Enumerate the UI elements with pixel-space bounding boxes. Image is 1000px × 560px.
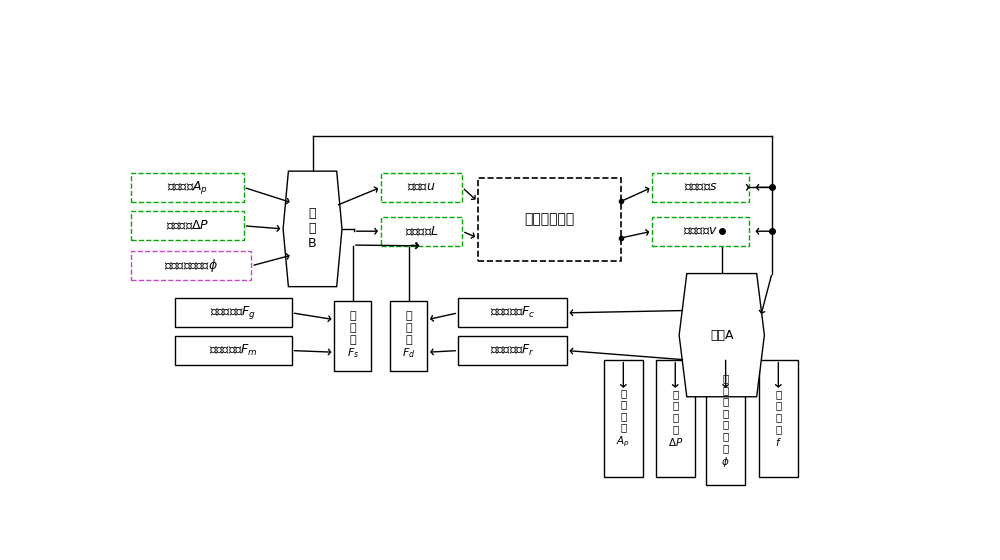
Text: 气体阻尼力$F_c$: 气体阻尼力$F_c$ xyxy=(490,305,535,320)
Text: 压力振幅$\Delta P$: 压力振幅$\Delta P$ xyxy=(166,219,209,232)
FancyBboxPatch shape xyxy=(652,217,749,246)
Text: 活塞速度$v$: 活塞速度$v$ xyxy=(683,225,718,237)
FancyBboxPatch shape xyxy=(175,336,292,365)
Polygon shape xyxy=(283,171,342,287)
FancyBboxPatch shape xyxy=(381,172,462,202)
Polygon shape xyxy=(679,273,764,396)
Text: 运
算
B: 运 算 B xyxy=(308,207,317,250)
FancyBboxPatch shape xyxy=(652,172,749,202)
FancyBboxPatch shape xyxy=(656,360,695,477)
Text: 工
作
频
率
$f$: 工 作 频 率 $f$ xyxy=(775,389,782,448)
FancyBboxPatch shape xyxy=(131,211,244,240)
FancyBboxPatch shape xyxy=(175,298,292,328)
Text: 机械弹簧力$F_m$: 机械弹簧力$F_m$ xyxy=(209,343,258,358)
FancyBboxPatch shape xyxy=(478,178,621,261)
FancyBboxPatch shape xyxy=(706,357,745,484)
FancyBboxPatch shape xyxy=(458,336,567,365)
FancyBboxPatch shape xyxy=(759,360,798,477)
Text: 机械阻尼力$F_r$: 机械阻尼力$F_r$ xyxy=(490,343,535,358)
FancyBboxPatch shape xyxy=(604,360,643,477)
Text: 活
塞
面
积
$A_p$: 活 塞 面 积 $A_p$ xyxy=(616,388,630,449)
Text: 压
力
位
移
相
位
角
$\phi$: 压 力 位 移 相 位 角 $\phi$ xyxy=(721,373,730,469)
Text: 活塞面积$A_p$: 活塞面积$A_p$ xyxy=(167,179,208,196)
Text: 外部负载$L$: 外部负载$L$ xyxy=(405,225,438,238)
FancyBboxPatch shape xyxy=(334,301,371,371)
FancyBboxPatch shape xyxy=(458,298,567,328)
Text: 电机设计模块: 电机设计模块 xyxy=(524,213,574,227)
Text: 阻
尼
力
$F_d$: 阻 尼 力 $F_d$ xyxy=(402,311,415,361)
FancyBboxPatch shape xyxy=(131,172,244,202)
FancyBboxPatch shape xyxy=(131,251,251,281)
Text: 弹
性
力
$F_s$: 弹 性 力 $F_s$ xyxy=(347,311,359,361)
Text: 电压源$u$: 电压源$u$ xyxy=(407,181,436,194)
Text: 气体弹簧力$F_g$: 气体弹簧力$F_g$ xyxy=(210,304,257,321)
Text: 压力位移相位角$\phi$: 压力位移相位角$\phi$ xyxy=(164,258,218,274)
FancyBboxPatch shape xyxy=(390,301,427,371)
Text: 运算A: 运算A xyxy=(710,329,734,342)
Text: 压
力
振
幅
$\Delta P$: 压 力 振 幅 $\Delta P$ xyxy=(668,389,683,448)
FancyBboxPatch shape xyxy=(381,217,462,246)
Text: 活塞位移$s$: 活塞位移$s$ xyxy=(684,181,717,194)
